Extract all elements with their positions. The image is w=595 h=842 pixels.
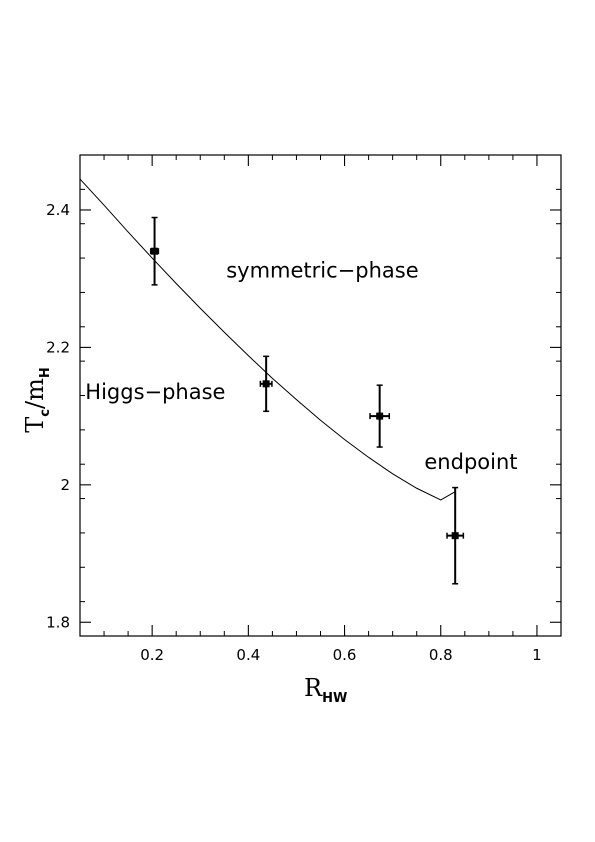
- point-marker: [151, 247, 159, 255]
- fit-curve: [79, 178, 456, 501]
- data-point: [149, 216, 160, 286]
- x-tick-label: 0.4: [236, 646, 260, 664]
- y-axis-title-main: T: [21, 417, 49, 433]
- annotation-label: Higgs−phase: [85, 380, 225, 404]
- y-tick-label: 1.8: [46, 613, 70, 631]
- x-tick-label: 0.6: [333, 646, 357, 664]
- x-axis-title-sub: HW: [322, 691, 347, 706]
- x-tick-label: 1: [532, 646, 542, 664]
- y-axis-title: Tc/mH: [21, 367, 53, 432]
- axis-ticks: [80, 155, 561, 636]
- data-point: [259, 355, 273, 413]
- svg-text:Tc/mH: Tc/mH: [21, 367, 53, 432]
- y-tick-label: 2: [60, 476, 70, 494]
- points-layer: [149, 216, 465, 585]
- data-point: [369, 384, 391, 448]
- y-axis-title-sep: /m: [21, 378, 49, 409]
- annotations: symmetric−phase Higgs−phase endpoint: [85, 258, 517, 474]
- curve-layer: [79, 178, 456, 501]
- y-tick-label: 2.2: [46, 338, 70, 356]
- tick-labels: 0.2 0.4 0.6 0.8 1 1.8 2 2.2 2.4: [46, 201, 542, 664]
- x-tick-label: 0.8: [429, 646, 453, 664]
- x-axis-title: RHW: [304, 674, 347, 706]
- point-marker: [262, 380, 270, 388]
- point-marker: [376, 412, 384, 420]
- annotation-label: endpoint: [424, 450, 517, 474]
- x-axis-title-main: R: [304, 674, 323, 702]
- data-point: [446, 486, 465, 585]
- y-axis-title-sub: c: [38, 409, 53, 417]
- y-axis-title-sub2: H: [38, 367, 53, 378]
- annotation-label: symmetric−phase: [226, 258, 418, 282]
- point-marker: [451, 532, 459, 540]
- y-tick-label: 2.4: [46, 201, 70, 219]
- x-tick-label: 0.2: [140, 646, 164, 664]
